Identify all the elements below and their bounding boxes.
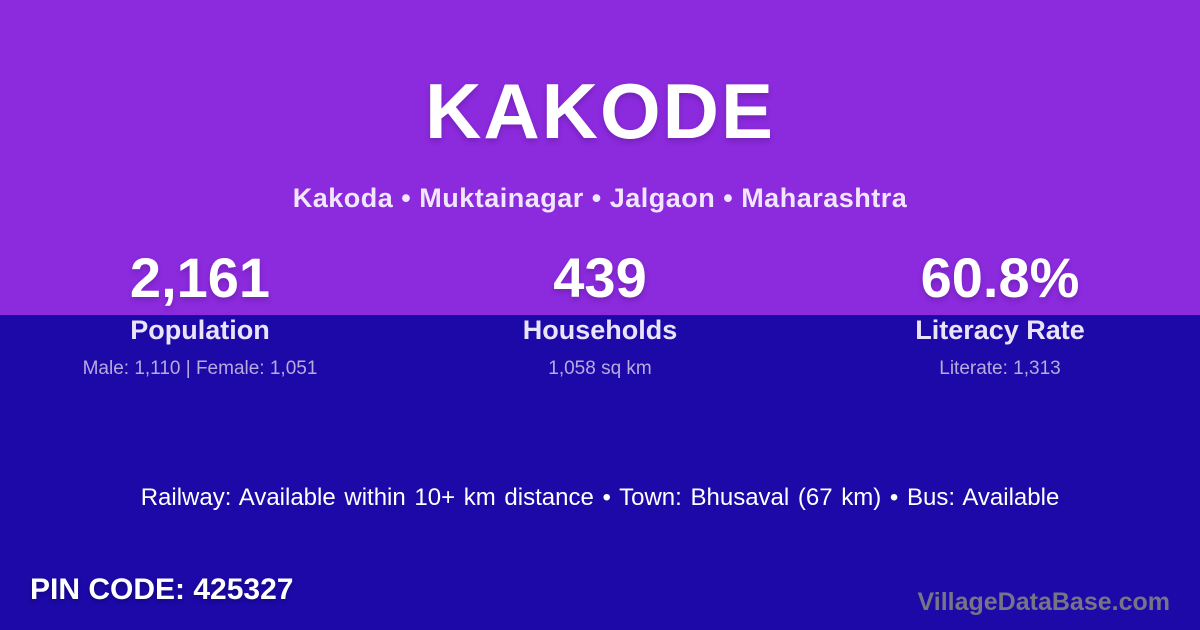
site-watermark: VillageDataBase.com [917,588,1170,616]
stats-row: 2,161 Population Male: 1,110 | Female: 1… [0,246,1200,379]
population-label: Population [130,315,270,345]
amenities-summary: Railway: Available within 10+ km distanc… [140,484,1060,511]
population-detail: Male: 1,110 | Female: 1,051 [82,358,318,379]
population-value: 2,161 [129,246,271,309]
literacy-value: 60.8% [920,246,1080,309]
stat-households: 439 Households 1,058 sq km [400,246,800,379]
stat-population: 2,161 Population Male: 1,110 | Female: 1… [0,246,400,379]
literacy-detail: Literate: 1,313 [939,358,1061,379]
households-value: 439 [553,246,647,309]
households-label: Households [522,315,678,345]
village-breadcrumb: Kakoda • Muktainagar • Jalgaon • Maharas… [292,183,908,213]
households-detail: 1,058 sq km [548,358,652,379]
literacy-label: Literacy Rate [915,315,1085,345]
pin-code-label: PIN CODE: 425327 [30,573,294,606]
stat-literacy: 60.8% Literacy Rate Literate: 1,313 [800,246,1200,379]
village-title: KAKODE [424,67,775,155]
